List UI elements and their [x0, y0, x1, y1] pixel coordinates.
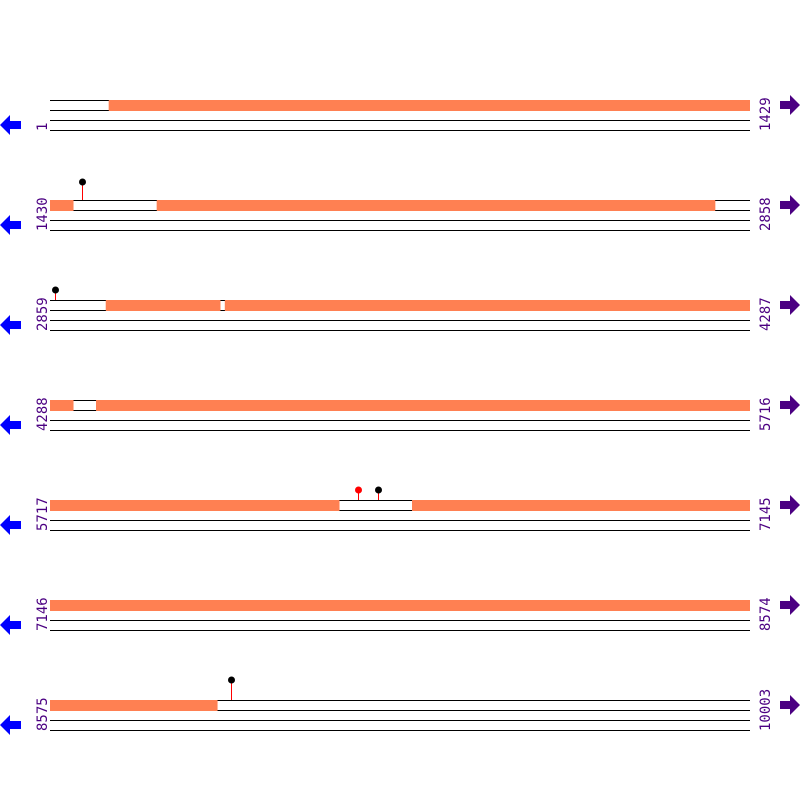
feature-fill — [50, 700, 218, 711]
start-position-label: 2859 — [35, 297, 51, 331]
start-position-label: 1 — [35, 123, 51, 131]
arrow-right-icon[interactable] — [780, 695, 800, 715]
feature-fill — [224, 300, 750, 311]
end-position-label: 7145 — [758, 497, 774, 531]
sequence-row: 2859 4287 — [0, 286, 800, 335]
start-position-label: 5717 — [35, 497, 51, 531]
feature-fill — [412, 500, 750, 511]
arrow-right-icon[interactable] — [780, 595, 800, 615]
start-position-label: 1430 — [35, 197, 51, 231]
start-position-label: 8575 — [35, 697, 51, 731]
arrow-left-icon[interactable] — [0, 615, 21, 635]
sequence-row: 4288 5716 — [0, 395, 800, 435]
feature-fill — [156, 200, 716, 211]
arrow-left-icon[interactable] — [0, 715, 21, 735]
arrow-left-icon[interactable] — [0, 415, 21, 435]
feature-fill — [50, 600, 750, 611]
feature-fill — [105, 300, 221, 311]
end-position-label: 5716 — [758, 397, 774, 431]
arrow-left-icon[interactable] — [0, 515, 21, 535]
feature-fill — [50, 500, 340, 511]
arrow-right-icon[interactable] — [780, 295, 800, 315]
end-position-label: 4287 — [758, 297, 774, 331]
marker-black[interactable] — [79, 178, 86, 186]
arrow-right-icon[interactable] — [780, 495, 800, 515]
end-position-label: 2858 — [758, 197, 774, 231]
sequence-row: 1 1429 — [0, 95, 800, 135]
arrow-left-icon[interactable] — [0, 315, 21, 335]
feature-fill — [50, 400, 74, 411]
feature-fill — [108, 100, 751, 111]
end-position-label: 10003 — [758, 689, 774, 731]
sequence-row: 7146 8574 — [0, 595, 800, 635]
arrow-right-icon[interactable] — [780, 95, 800, 115]
arrow-right-icon[interactable] — [780, 395, 800, 415]
start-position-label: 4288 — [35, 397, 51, 431]
feature-fill — [96, 400, 750, 411]
sequence-row: 8575 10003 — [0, 676, 800, 735]
arrow-left-icon[interactable] — [0, 215, 21, 235]
feature-fill — [50, 200, 74, 211]
marker-black[interactable] — [375, 486, 382, 494]
end-position-label: 8574 — [758, 597, 774, 631]
start-position-label: 7146 — [35, 597, 51, 631]
marker-black[interactable] — [52, 286, 59, 294]
arrow-right-icon[interactable] — [780, 195, 800, 215]
sequence-row: 1430 2858 — [0, 178, 800, 235]
marker-black[interactable] — [228, 676, 235, 684]
arrow-left-icon[interactable] — [0, 115, 21, 135]
end-position-label: 1429 — [758, 97, 774, 131]
sequence-row: 5717 7145 — [0, 486, 800, 535]
marker-red[interactable] — [355, 486, 362, 494]
